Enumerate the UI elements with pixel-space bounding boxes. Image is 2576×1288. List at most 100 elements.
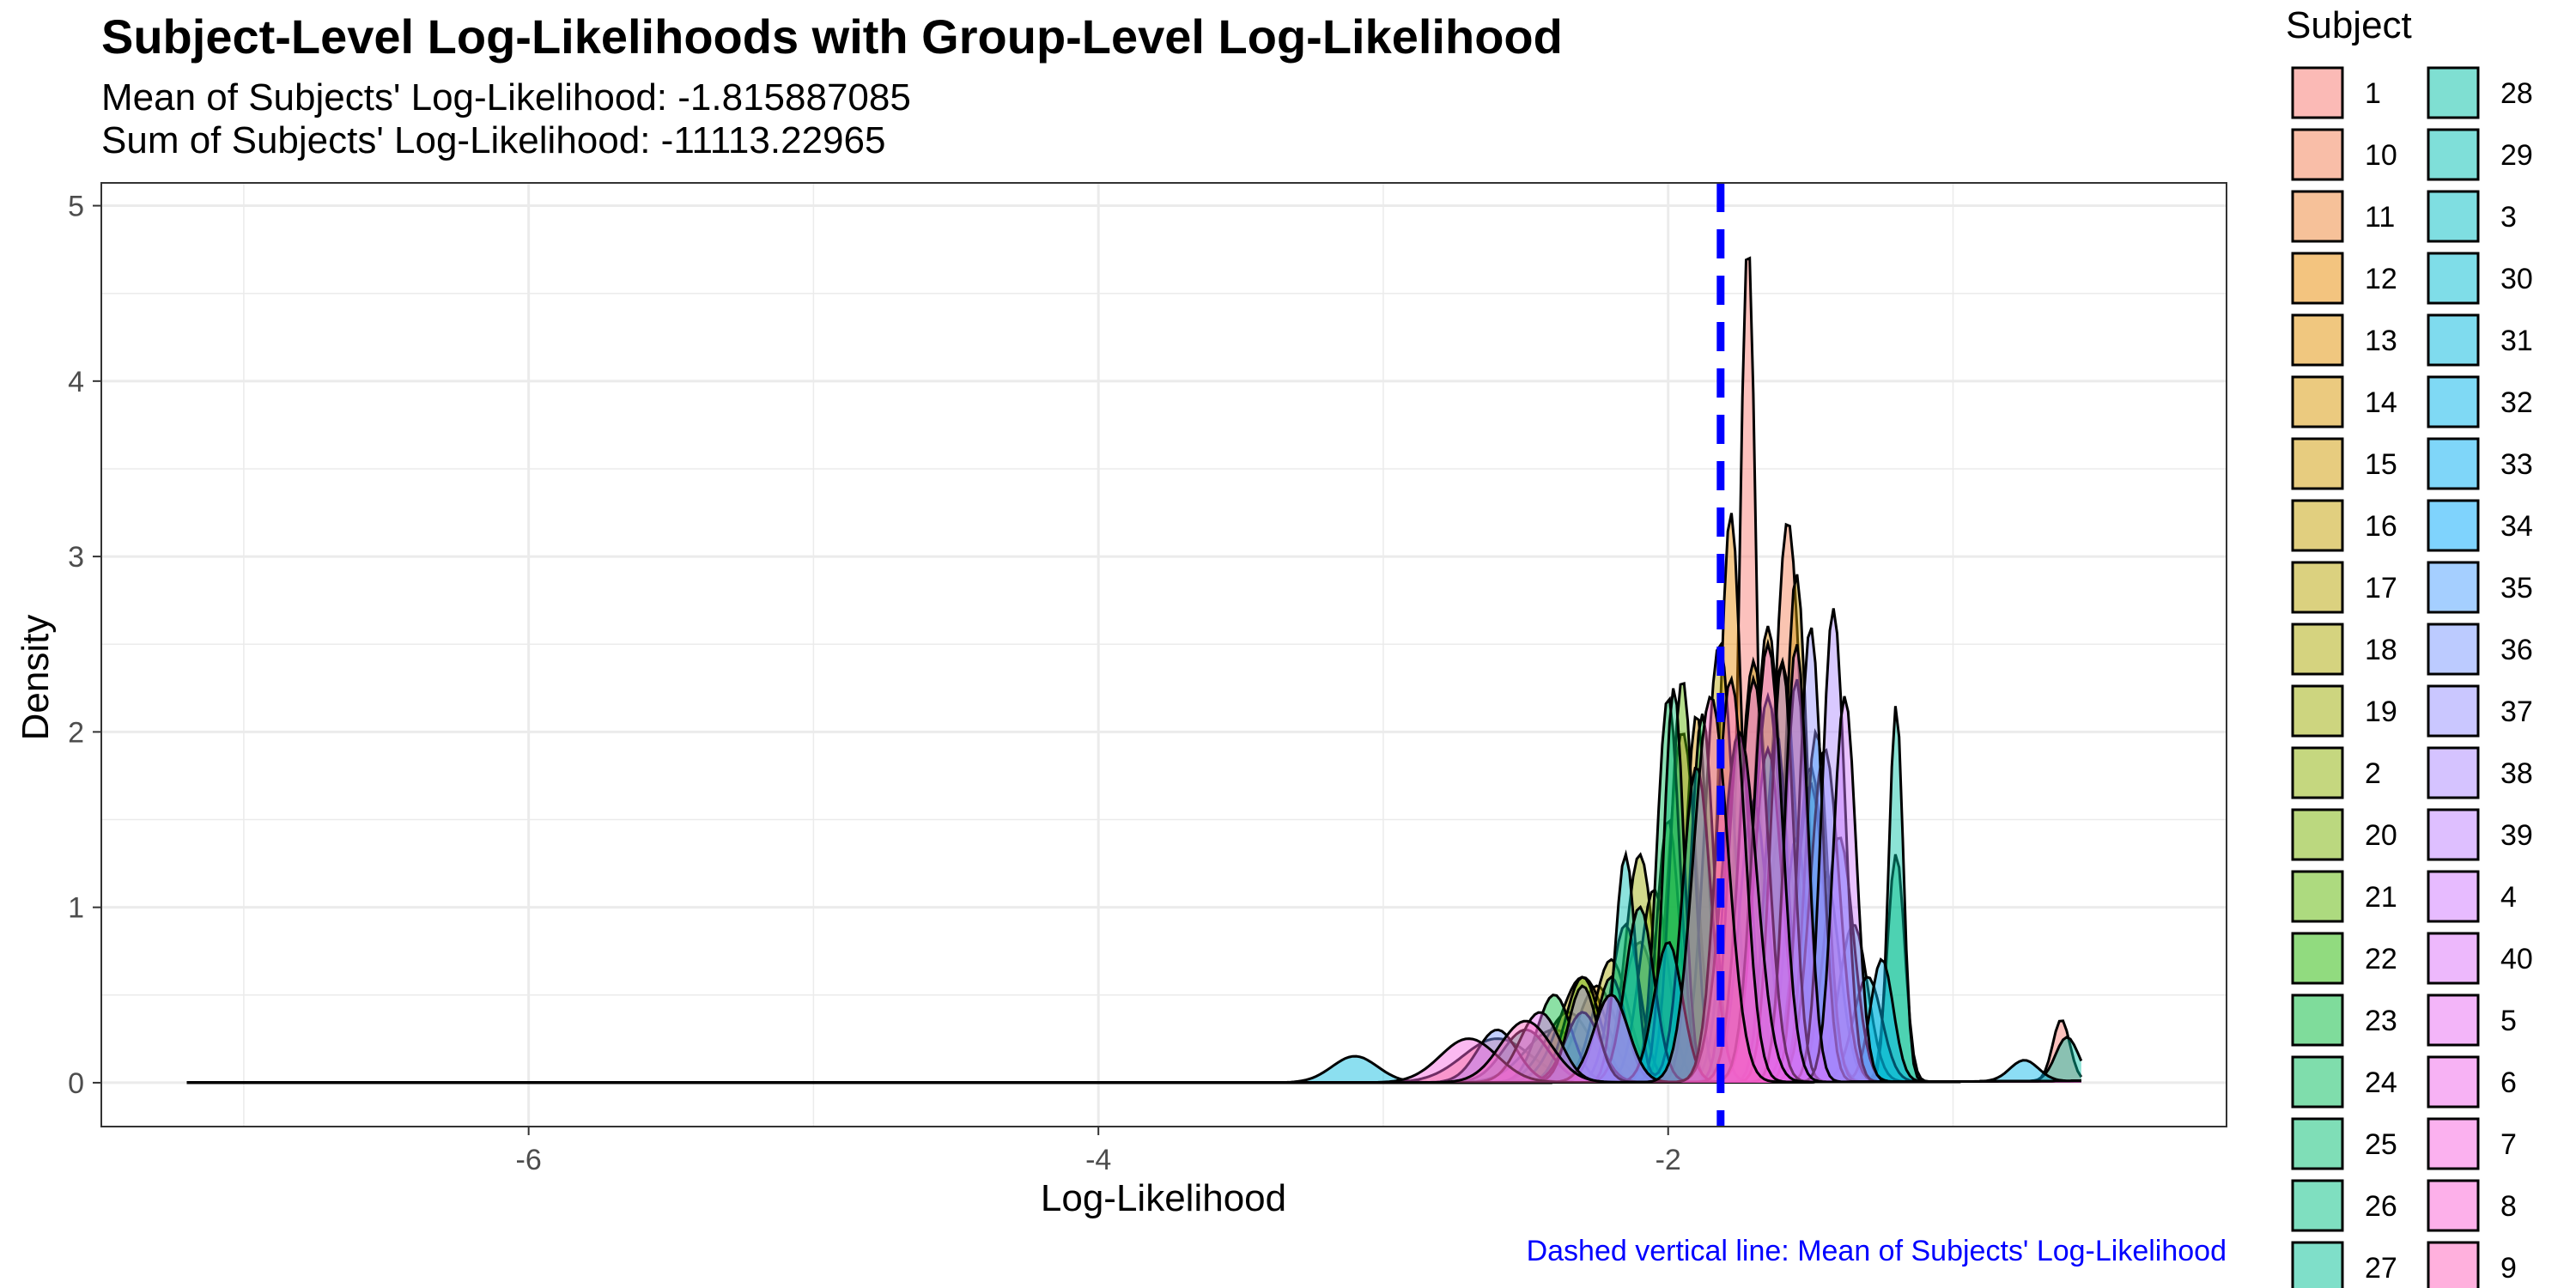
legend-key bbox=[2427, 561, 2480, 614]
legend-item-23: 23 bbox=[2290, 993, 2397, 1048]
legend-key bbox=[2427, 684, 2480, 738]
legend-label: 16 bbox=[2365, 510, 2397, 543]
y-tick-label: 5 bbox=[68, 191, 84, 223]
legend-item-34: 34 bbox=[2426, 498, 2533, 553]
legend-key bbox=[2291, 375, 2344, 428]
legend-key bbox=[2291, 499, 2344, 552]
legend-item-18: 18 bbox=[2290, 622, 2397, 677]
legend-key bbox=[2427, 993, 2480, 1047]
density-outline-subject-9 bbox=[186, 695, 2081, 1084]
legend-item-14: 14 bbox=[2290, 374, 2397, 429]
legend-key bbox=[2291, 684, 2344, 738]
legend-item-36: 36 bbox=[2426, 622, 2533, 677]
legend-item-39: 39 bbox=[2426, 807, 2533, 862]
legend-key bbox=[2427, 66, 2480, 119]
chart-subtitle-line-2: Sum of Subjects' Log-Likelihood: -11113.… bbox=[101, 119, 885, 161]
legend-item-2: 2 bbox=[2290, 745, 2381, 800]
legend-label: 14 bbox=[2365, 386, 2397, 419]
legend-item-33: 33 bbox=[2426, 436, 2533, 491]
legend-item-31: 31 bbox=[2426, 313, 2533, 368]
legend-item-40: 40 bbox=[2426, 931, 2533, 986]
legend-item-21: 21 bbox=[2290, 869, 2397, 924]
legend-label: 38 bbox=[2500, 757, 2533, 790]
legend-item-27: 27 bbox=[2290, 1240, 2397, 1288]
legend-key bbox=[2427, 128, 2480, 181]
legend-label: 33 bbox=[2500, 448, 2533, 481]
legend-item-28: 28 bbox=[2426, 65, 2533, 120]
legend-item-5: 5 bbox=[2426, 993, 2517, 1048]
legend-label: 21 bbox=[2365, 881, 2397, 914]
legend-key bbox=[2291, 808, 2344, 861]
legend-key bbox=[2427, 1055, 2480, 1109]
legend-item-3: 3 bbox=[2426, 189, 2517, 244]
legend-key bbox=[2427, 190, 2480, 243]
legend-item-19: 19 bbox=[2290, 683, 2397, 738]
legend-key bbox=[2427, 1241, 2480, 1288]
legend-label: 27 bbox=[2365, 1252, 2397, 1285]
legend-key bbox=[2291, 66, 2344, 119]
legend-label: 17 bbox=[2365, 572, 2397, 605]
legend-label: 19 bbox=[2365, 696, 2397, 728]
legend-label: 5 bbox=[2500, 1005, 2517, 1037]
legend-label: 35 bbox=[2500, 572, 2533, 605]
legend-key bbox=[2291, 1117, 2344, 1170]
chart-subtitle-line-1: Mean of Subjects' Log-Likelihood: -1.815… bbox=[101, 76, 911, 118]
legend-key bbox=[2291, 252, 2344, 305]
legend-item-6: 6 bbox=[2426, 1054, 2517, 1109]
density-area-subject-29 bbox=[186, 768, 2081, 1083]
legend-key bbox=[2427, 252, 2480, 305]
legend-label: 11 bbox=[2365, 201, 2395, 234]
legend-item-25: 25 bbox=[2290, 1116, 2397, 1171]
legend-key bbox=[2427, 932, 2480, 985]
density-series bbox=[186, 256, 2083, 1084]
legend-label: 32 bbox=[2500, 386, 2533, 419]
legend-key bbox=[2427, 375, 2480, 428]
legend-key bbox=[2291, 1241, 2344, 1288]
legend-key bbox=[2427, 437, 2480, 490]
legend-key bbox=[2291, 128, 2344, 181]
chart-title: Subject-Level Log-Likelihoods with Group… bbox=[101, 9, 1563, 64]
legend-item-35: 35 bbox=[2426, 560, 2533, 615]
legend-label: 24 bbox=[2365, 1066, 2397, 1099]
legend-key bbox=[2291, 746, 2344, 799]
density-area-subject-9 bbox=[186, 697, 2081, 1083]
legend-key bbox=[2427, 499, 2480, 552]
legend-label: 29 bbox=[2500, 139, 2533, 172]
legend-key bbox=[2291, 993, 2344, 1047]
legend-item-29: 29 bbox=[2426, 127, 2533, 182]
legend-key bbox=[2291, 190, 2344, 243]
legend-title: Subject bbox=[2286, 4, 2412, 46]
legend-item-22: 22 bbox=[2290, 931, 2397, 986]
legend-key bbox=[2427, 313, 2480, 367]
legend-label: 26 bbox=[2365, 1190, 2397, 1223]
legend-item-24: 24 bbox=[2290, 1054, 2397, 1109]
legend-label: 13 bbox=[2365, 325, 2397, 357]
legend-key bbox=[2291, 1055, 2344, 1109]
legend-item-30: 30 bbox=[2426, 251, 2533, 306]
density-area-subject-28 bbox=[186, 706, 2081, 1083]
legend-label: 30 bbox=[2500, 263, 2533, 295]
x-tick-label: -4 bbox=[1085, 1144, 1111, 1176]
density-area-subject-32 bbox=[186, 959, 2081, 1083]
legend-label: 25 bbox=[2365, 1128, 2397, 1161]
chart-caption: Dashed vertical line: Mean of Subjects' … bbox=[1527, 1235, 2227, 1267]
legend-label: 34 bbox=[2500, 510, 2533, 543]
legend-label: 22 bbox=[2365, 943, 2397, 975]
x-tick-label: -2 bbox=[1656, 1144, 1681, 1176]
legend-item-11: 11 bbox=[2290, 189, 2395, 244]
legend-item-20: 20 bbox=[2290, 807, 2397, 862]
legend-key bbox=[2427, 1179, 2480, 1232]
x-tick-label: -6 bbox=[516, 1144, 542, 1176]
legend-item-4: 4 bbox=[2426, 869, 2517, 924]
legend-key bbox=[2427, 623, 2480, 676]
legend-item-7: 7 bbox=[2426, 1116, 2517, 1171]
legend-item-17: 17 bbox=[2290, 560, 2397, 615]
legend-label: 3 bbox=[2500, 201, 2517, 234]
y-tick-label: 4 bbox=[68, 366, 84, 398]
density-area-subject-18 bbox=[186, 661, 2081, 1083]
density-area-subject-23 bbox=[186, 714, 2081, 1083]
density-area-subject-14 bbox=[186, 717, 2081, 1083]
legend-label: 18 bbox=[2365, 634, 2397, 666]
legend-item-15: 15 bbox=[2290, 436, 2397, 491]
